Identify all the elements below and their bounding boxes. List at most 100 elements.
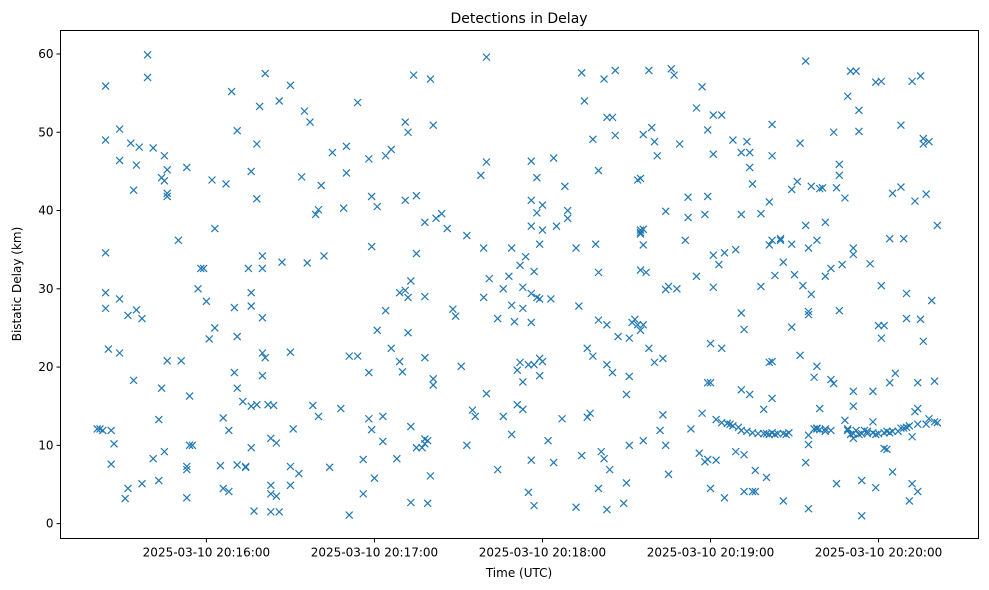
data-point-marker bbox=[703, 455, 712, 464]
data-point-marker bbox=[821, 424, 830, 433]
data-point-marker bbox=[849, 250, 858, 259]
data-point-marker bbox=[796, 351, 805, 360]
data-point-marker bbox=[658, 354, 667, 363]
data-point-marker bbox=[104, 345, 113, 354]
y-tick-label: 50 bbox=[38, 125, 53, 139]
data-point-marker bbox=[516, 358, 524, 367]
data-point-marker bbox=[224, 426, 233, 435]
data-point-marker bbox=[244, 264, 253, 273]
data-point-marker bbox=[709, 283, 718, 292]
data-point-marker bbox=[933, 221, 942, 230]
data-point-marker bbox=[740, 450, 749, 459]
data-point-marker bbox=[664, 282, 673, 291]
data-point-marker bbox=[429, 381, 438, 390]
data-point-marker bbox=[177, 356, 186, 365]
data-point-marker bbox=[101, 136, 110, 145]
data-point-marker bbox=[247, 288, 256, 297]
data-point-marker bbox=[891, 369, 900, 378]
data-point-marker bbox=[342, 169, 351, 177]
data-point-marker bbox=[614, 332, 623, 341]
data-point-marker bbox=[513, 400, 522, 409]
y-tick-label: 40 bbox=[38, 204, 53, 218]
data-point-marker bbox=[793, 177, 802, 186]
data-point-marker bbox=[530, 360, 538, 369]
data-point-marker bbox=[210, 324, 219, 332]
data-point-marker bbox=[359, 455, 368, 464]
data-point-marker bbox=[124, 311, 132, 320]
data-point-marker bbox=[418, 443, 426, 452]
data-point-marker bbox=[899, 234, 908, 243]
data-point-marker bbox=[325, 463, 334, 472]
data-point-marker bbox=[712, 456, 721, 465]
data-point-marker bbox=[608, 113, 617, 122]
data-point-marker bbox=[513, 366, 522, 375]
data-point-marker bbox=[751, 466, 760, 475]
y-tick-label: 10 bbox=[38, 438, 53, 452]
data-point-marker bbox=[107, 426, 116, 435]
data-point-marker bbox=[364, 368, 373, 377]
data-point-marker bbox=[308, 401, 317, 410]
data-point-marker bbox=[801, 221, 810, 230]
data-point-marker bbox=[625, 372, 634, 381]
data-point-marker bbox=[404, 293, 412, 302]
data-point-marker bbox=[594, 484, 603, 493]
data-point-marker bbox=[740, 487, 749, 496]
data-point-marker bbox=[787, 185, 796, 194]
data-point-marker bbox=[530, 501, 538, 510]
data-point-marker bbox=[712, 415, 721, 424]
data-point-marker bbox=[163, 189, 172, 198]
data-point-marker bbox=[625, 334, 634, 343]
data-point-marker bbox=[471, 412, 480, 421]
data-point-marker bbox=[762, 473, 771, 482]
data-point-marker bbox=[709, 111, 718, 119]
data-point-marker bbox=[849, 402, 858, 411]
data-point-marker bbox=[314, 412, 323, 421]
data-point-marker bbox=[709, 251, 718, 260]
data-point-marker bbox=[868, 387, 877, 396]
data-point-marker bbox=[650, 137, 659, 146]
data-point-marker bbox=[636, 326, 645, 335]
data-point-marker bbox=[790, 270, 799, 279]
data-point-marker bbox=[765, 358, 774, 367]
data-point-marker bbox=[633, 320, 642, 329]
data-point-marker bbox=[787, 323, 796, 332]
data-point-marker bbox=[143, 73, 152, 82]
data-point-marker bbox=[429, 121, 438, 130]
data-point-marker bbox=[222, 179, 230, 188]
data-point-marker bbox=[516, 261, 524, 270]
data-point-marker bbox=[367, 192, 376, 201]
data-point-marker bbox=[527, 157, 536, 166]
data-point-marker bbox=[639, 225, 648, 234]
data-point-marker bbox=[888, 468, 897, 476]
scatter-points bbox=[93, 50, 942, 520]
data-point-marker bbox=[518, 405, 527, 414]
data-point-marker bbox=[882, 445, 891, 454]
data-point-marker bbox=[479, 293, 488, 302]
data-point-marker bbox=[336, 404, 345, 413]
data-point-marker bbox=[154, 476, 163, 485]
data-point-marker bbox=[737, 309, 746, 317]
plot-frame bbox=[60, 30, 979, 539]
data-point-marker bbox=[129, 186, 138, 195]
data-point-marker bbox=[510, 317, 519, 326]
data-point-marker bbox=[653, 151, 662, 160]
data-point-marker bbox=[854, 430, 863, 439]
data-point-marker bbox=[524, 360, 533, 369]
data-point-marker bbox=[451, 312, 460, 321]
data-point-marker bbox=[507, 430, 516, 439]
data-point-marker bbox=[866, 259, 875, 268]
data-point-marker bbox=[317, 181, 326, 190]
data-point-marker bbox=[532, 173, 541, 182]
data-point-marker bbox=[138, 314, 146, 323]
data-point-marker bbox=[919, 134, 928, 143]
data-point-marker bbox=[871, 430, 880, 439]
data-point-marker bbox=[826, 375, 835, 384]
data-point-marker bbox=[572, 244, 580, 253]
data-point-marker bbox=[101, 248, 110, 257]
data-point-marker bbox=[185, 441, 194, 450]
data-point-marker bbox=[818, 183, 827, 192]
data-point-marker bbox=[261, 353, 270, 362]
data-point-marker bbox=[233, 384, 242, 393]
data-point-marker bbox=[927, 296, 936, 305]
data-point-marker bbox=[703, 125, 712, 134]
